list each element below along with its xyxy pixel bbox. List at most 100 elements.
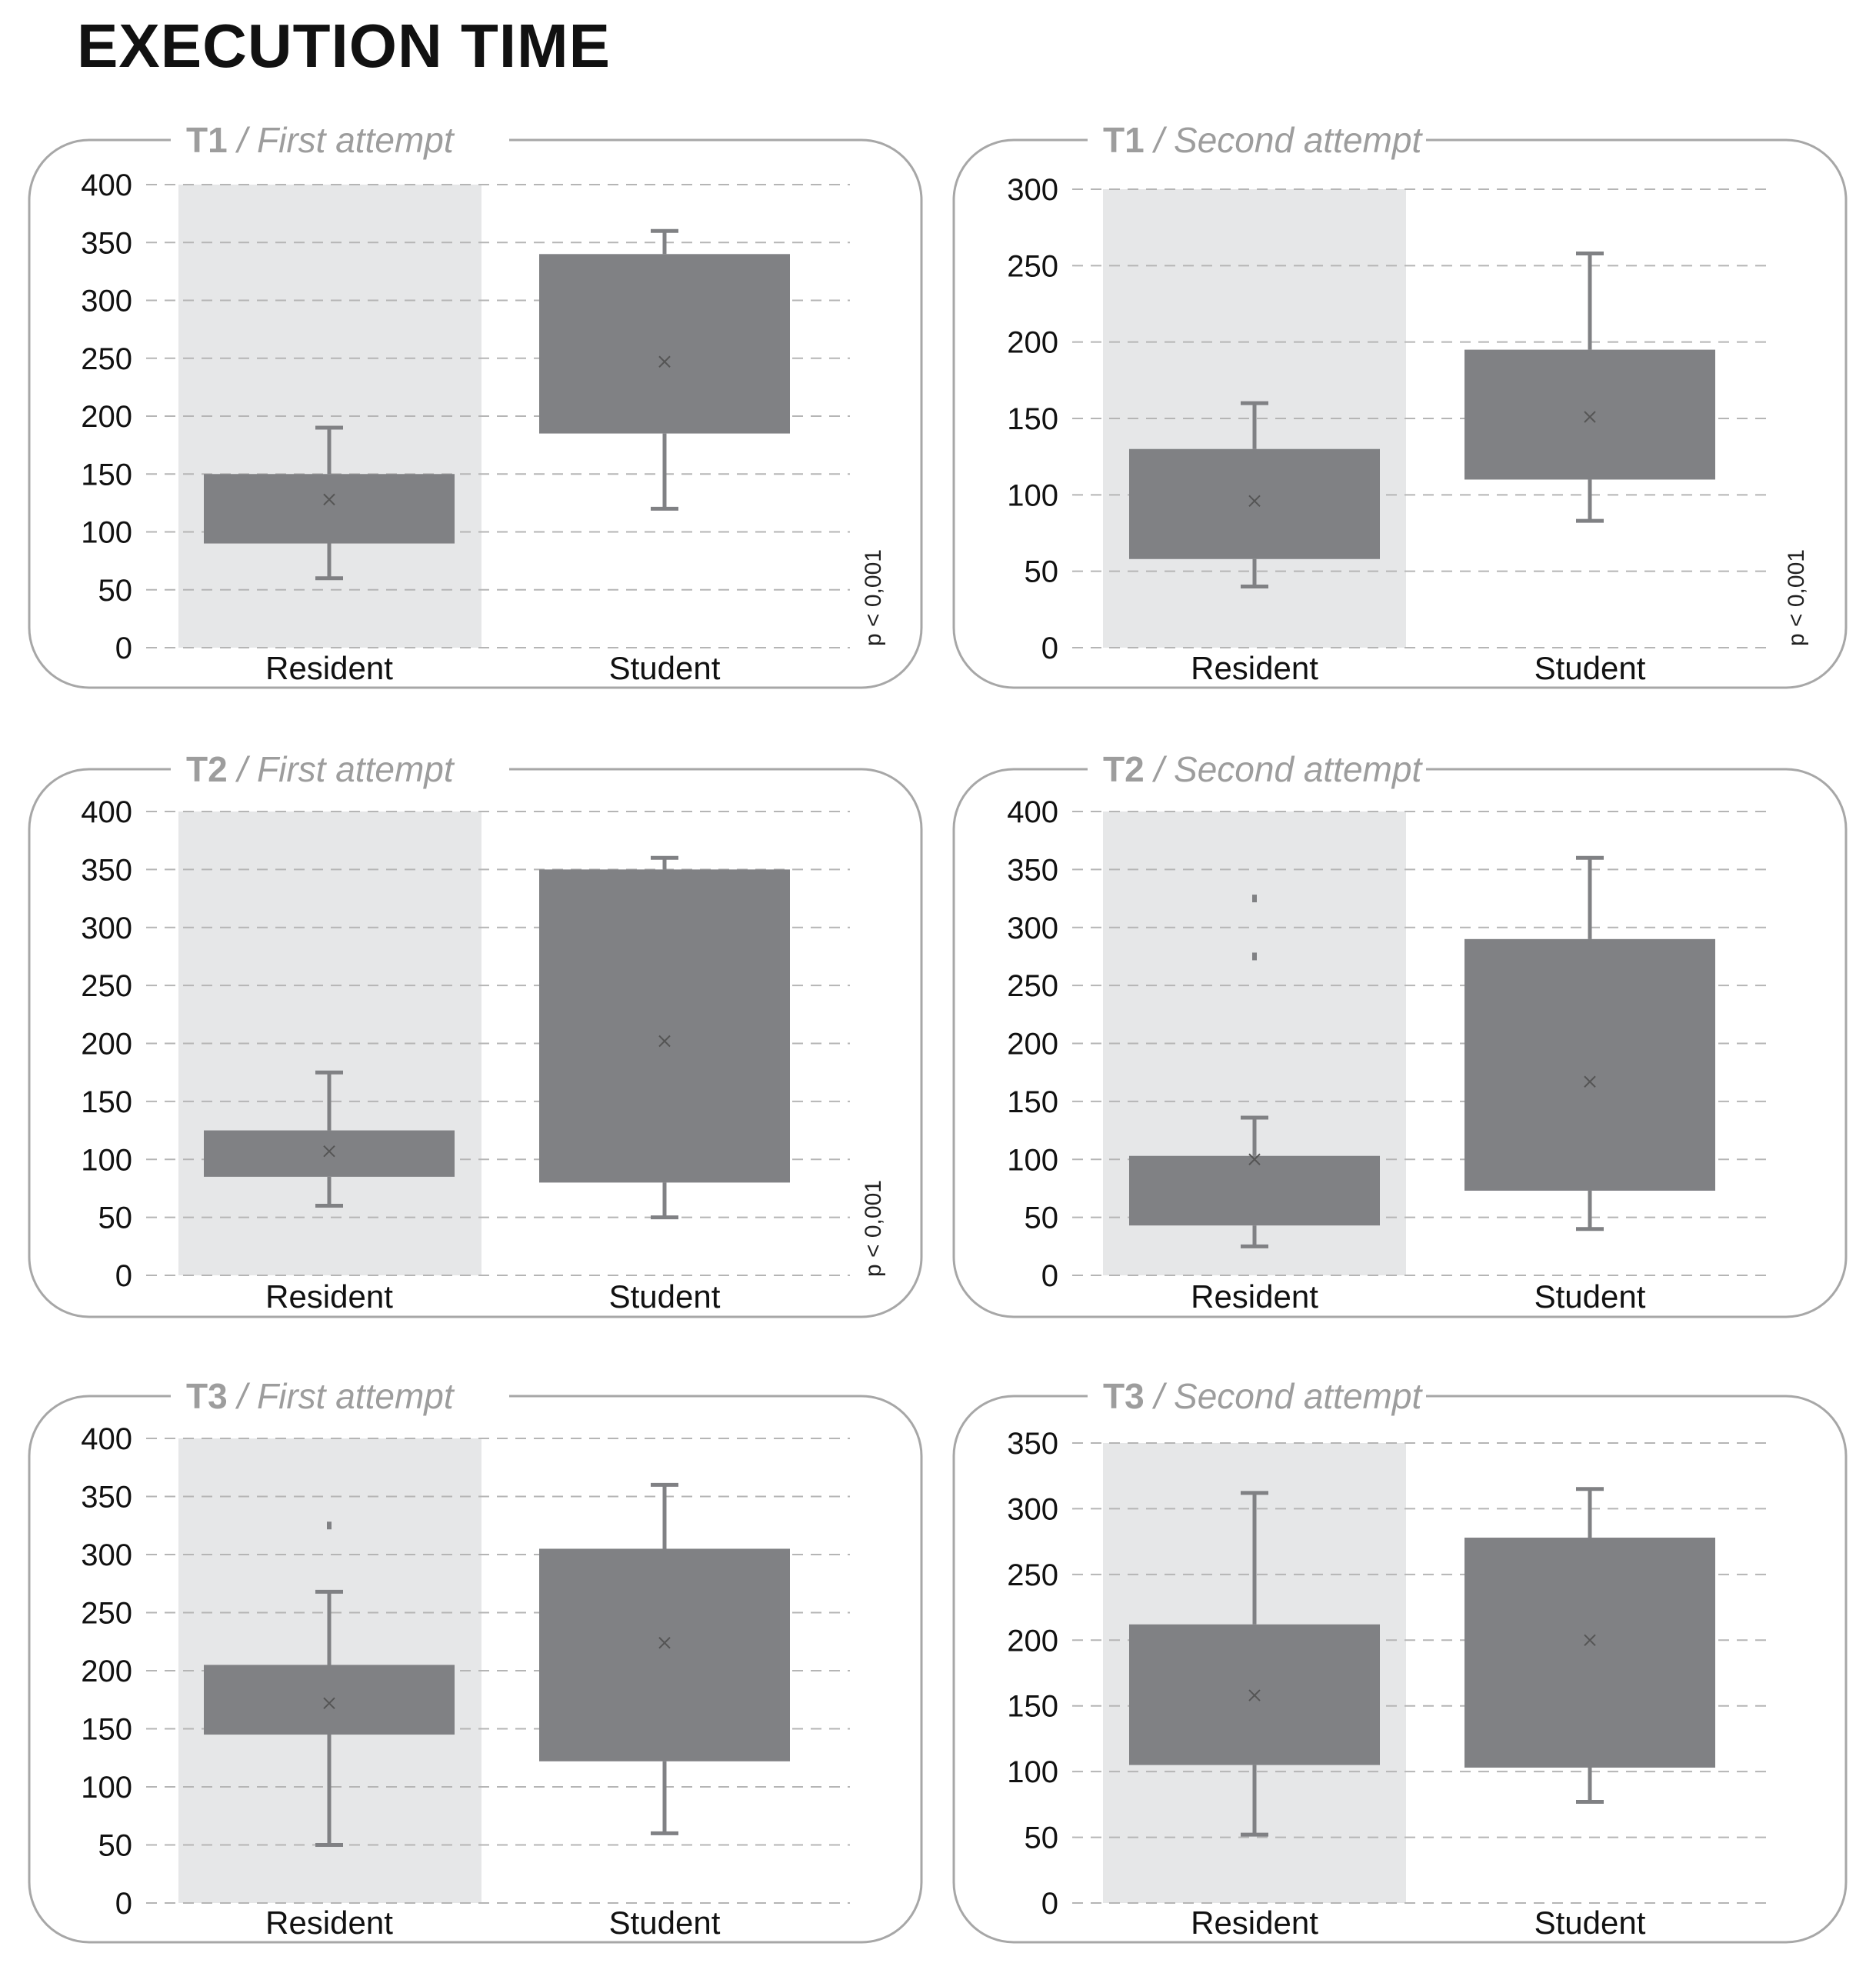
category-label-student: Student [609,1905,721,1941]
y-tick-label: 250 [81,342,132,376]
panel-title: T1 / Second attempt [1103,120,1423,160]
category-label-resident: Resident [265,1905,393,1941]
box-student [539,869,790,1183]
box-resident [1129,448,1380,559]
panel-title-bg [171,1373,509,1419]
panel-title: T2 / First attempt [186,749,455,789]
category-label-resident: Resident [265,650,393,686]
y-tick-label: 200 [1007,1028,1058,1061]
y-tick-label: 100 [81,1771,132,1805]
mean-marker-student [1584,411,1596,423]
y-tick-label: 250 [1007,969,1058,1003]
y-tick-label: 0 [1041,632,1058,665]
panel-title-task: T2 [1103,749,1154,789]
y-tick-label: 250 [1007,1558,1058,1592]
y-tick-label: 100 [1007,478,1058,512]
y-tick-label: 200 [81,1655,132,1688]
mean-marker-student [658,1035,671,1048]
box-resident [204,1665,455,1735]
y-tick-label: 200 [81,1028,132,1061]
y-tick-label: 250 [81,1597,132,1631]
category-label-resident: Resident [1191,650,1318,686]
panel-title-bg [171,746,509,792]
y-tick-label: 100 [81,1143,132,1177]
y-tick-label: 350 [81,853,132,887]
y-tick-label: 350 [81,226,132,260]
y-tick-label: 50 [1025,555,1059,589]
y-tick-label: 50 [98,574,133,608]
panel-title: T3 / Second attempt [1103,1376,1423,1416]
mean-marker-student [1584,1075,1596,1088]
y-tick-label: 150 [1007,402,1058,436]
y-tick-label: 0 [115,632,132,665]
panel-title: T3 / First attempt [186,1376,455,1416]
outlier-point-resident [1252,895,1257,903]
panel-title: T2 / Second attempt [1103,749,1423,789]
box-resident [204,474,455,544]
y-tick-label: 50 [98,1201,133,1235]
panel-title: T1 / First attempt [186,120,455,160]
panel-title-bg [1088,117,1426,163]
y-tick-label: 400 [81,795,132,829]
significance-label: p < 0,001 [1784,549,1809,646]
mean-marker-resident [1248,495,1261,507]
y-tick-label: 50 [1025,1201,1059,1235]
y-tick-label: 300 [1007,173,1058,207]
significance-label: p < 0,001 [861,1180,886,1277]
y-tick-label: 0 [1041,1259,1058,1293]
y-tick-label: 200 [1007,1624,1058,1658]
y-tick-label: 350 [1007,853,1058,887]
y-tick-label: 200 [1007,326,1058,360]
category-label-student: Student [609,1278,721,1315]
box-student [1464,1538,1715,1768]
significance-label: p < 0,001 [861,549,886,646]
category-label-student: Student [1534,1278,1646,1315]
mean-marker-student [658,355,671,368]
outlier-point-resident [327,1521,332,1530]
box-student [539,1548,790,1761]
category-label-student: Student [609,650,721,686]
y-tick-label: 400 [81,1422,132,1456]
y-tick-label: 100 [1007,1755,1058,1789]
box-resident [204,1130,455,1177]
category-label-student: Student [1534,650,1646,686]
mean-marker-resident [323,493,335,506]
y-tick-label: 0 [115,1259,132,1293]
y-tick-label: 0 [1041,1887,1058,1921]
y-tick-label: 300 [81,285,132,318]
y-tick-label: 50 [98,1829,133,1863]
mean-marker-resident [323,1697,335,1709]
panel-title-attempt: / Second attempt [1151,749,1423,789]
panel-title-task: T3 [186,1376,237,1416]
panel-title-task: T3 [1103,1376,1154,1416]
y-tick-label: 250 [1007,249,1058,283]
category-label-resident: Resident [265,1278,393,1315]
box-student [1464,938,1715,1191]
y-tick-label: 400 [81,168,132,202]
panel-title-bg [1088,746,1426,792]
category-label-student: Student [1534,1905,1646,1941]
y-tick-label: 50 [1025,1821,1059,1855]
y-tick-label: 250 [81,969,132,1003]
panel-title-task: T1 [186,120,237,160]
panel-title-attempt: / Second attempt [1151,1376,1423,1416]
y-tick-label: 150 [1007,1085,1058,1119]
y-tick-label: 200 [81,400,132,434]
mean-marker-resident [1248,1153,1261,1165]
y-tick-label: 150 [81,1085,132,1119]
panel-title-attempt: / Second attempt [1151,120,1423,160]
y-tick-label: 150 [81,1713,132,1747]
y-tick-label: 100 [1007,1143,1058,1177]
panel-title-task: T1 [1103,120,1154,160]
box-student [1464,349,1715,480]
panel-title-attempt: / First attempt [235,749,455,789]
y-tick-label: 300 [81,912,132,945]
mean-marker-student [658,1637,671,1649]
box-student [539,254,790,434]
mean-marker-resident [1248,1689,1261,1701]
y-tick-label: 0 [115,1887,132,1921]
y-tick-label: 150 [1007,1690,1058,1724]
box-resident [1129,1155,1380,1226]
y-tick-label: 400 [1007,795,1058,829]
